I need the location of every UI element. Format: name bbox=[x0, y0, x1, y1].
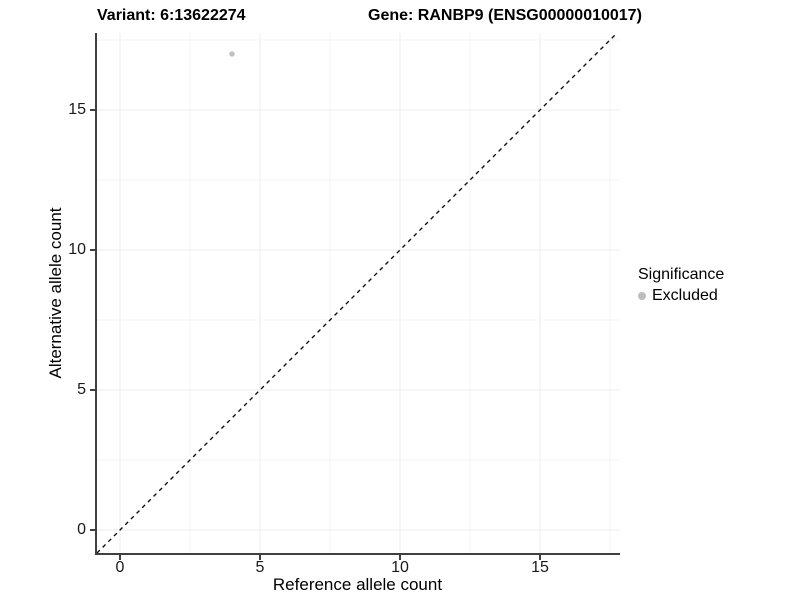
identity-reference-line bbox=[97, 33, 618, 553]
x-tick-label: 10 bbox=[391, 559, 409, 576]
x-tick-mark bbox=[399, 555, 401, 560]
legend: Significance Excluded bbox=[638, 266, 724, 305]
plot-canvas bbox=[97, 33, 620, 553]
y-tick-mark bbox=[90, 249, 95, 251]
y-tick-mark bbox=[90, 389, 95, 391]
x-tick-label: 5 bbox=[255, 559, 265, 576]
x-tick-mark bbox=[259, 555, 261, 560]
major-gridlines bbox=[97, 33, 620, 553]
excluded-point-icon bbox=[638, 292, 646, 300]
x-tick-mark bbox=[119, 555, 121, 560]
x-tick-label: 15 bbox=[531, 559, 549, 576]
legend-item-excluded: Excluded bbox=[638, 287, 724, 305]
data-point bbox=[229, 51, 235, 57]
y-tick-mark bbox=[90, 109, 95, 111]
x-tick-label: 0 bbox=[115, 559, 125, 576]
minor-gridlines bbox=[97, 33, 620, 553]
legend-title: Significance bbox=[638, 266, 725, 283]
y-tick-label: 10 bbox=[68, 241, 86, 258]
plot-panel bbox=[95, 33, 620, 555]
x-axis-title: Reference allele count bbox=[272, 575, 443, 594]
plot-title-gene: Gene: RANBP9 (ENSG00000010017) bbox=[368, 7, 642, 24]
y-axis-title: Alternative allele count bbox=[46, 207, 65, 379]
x-tick-mark bbox=[539, 555, 541, 560]
y-tick-label: 0 bbox=[77, 521, 86, 538]
y-tick-label: 15 bbox=[68, 101, 86, 118]
legend-item-label: Excluded bbox=[652, 287, 718, 304]
y-tick-label: 5 bbox=[77, 381, 86, 398]
y-tick-mark bbox=[90, 529, 95, 531]
plot-title-variant: Variant: 6:13622274 bbox=[97, 7, 246, 24]
